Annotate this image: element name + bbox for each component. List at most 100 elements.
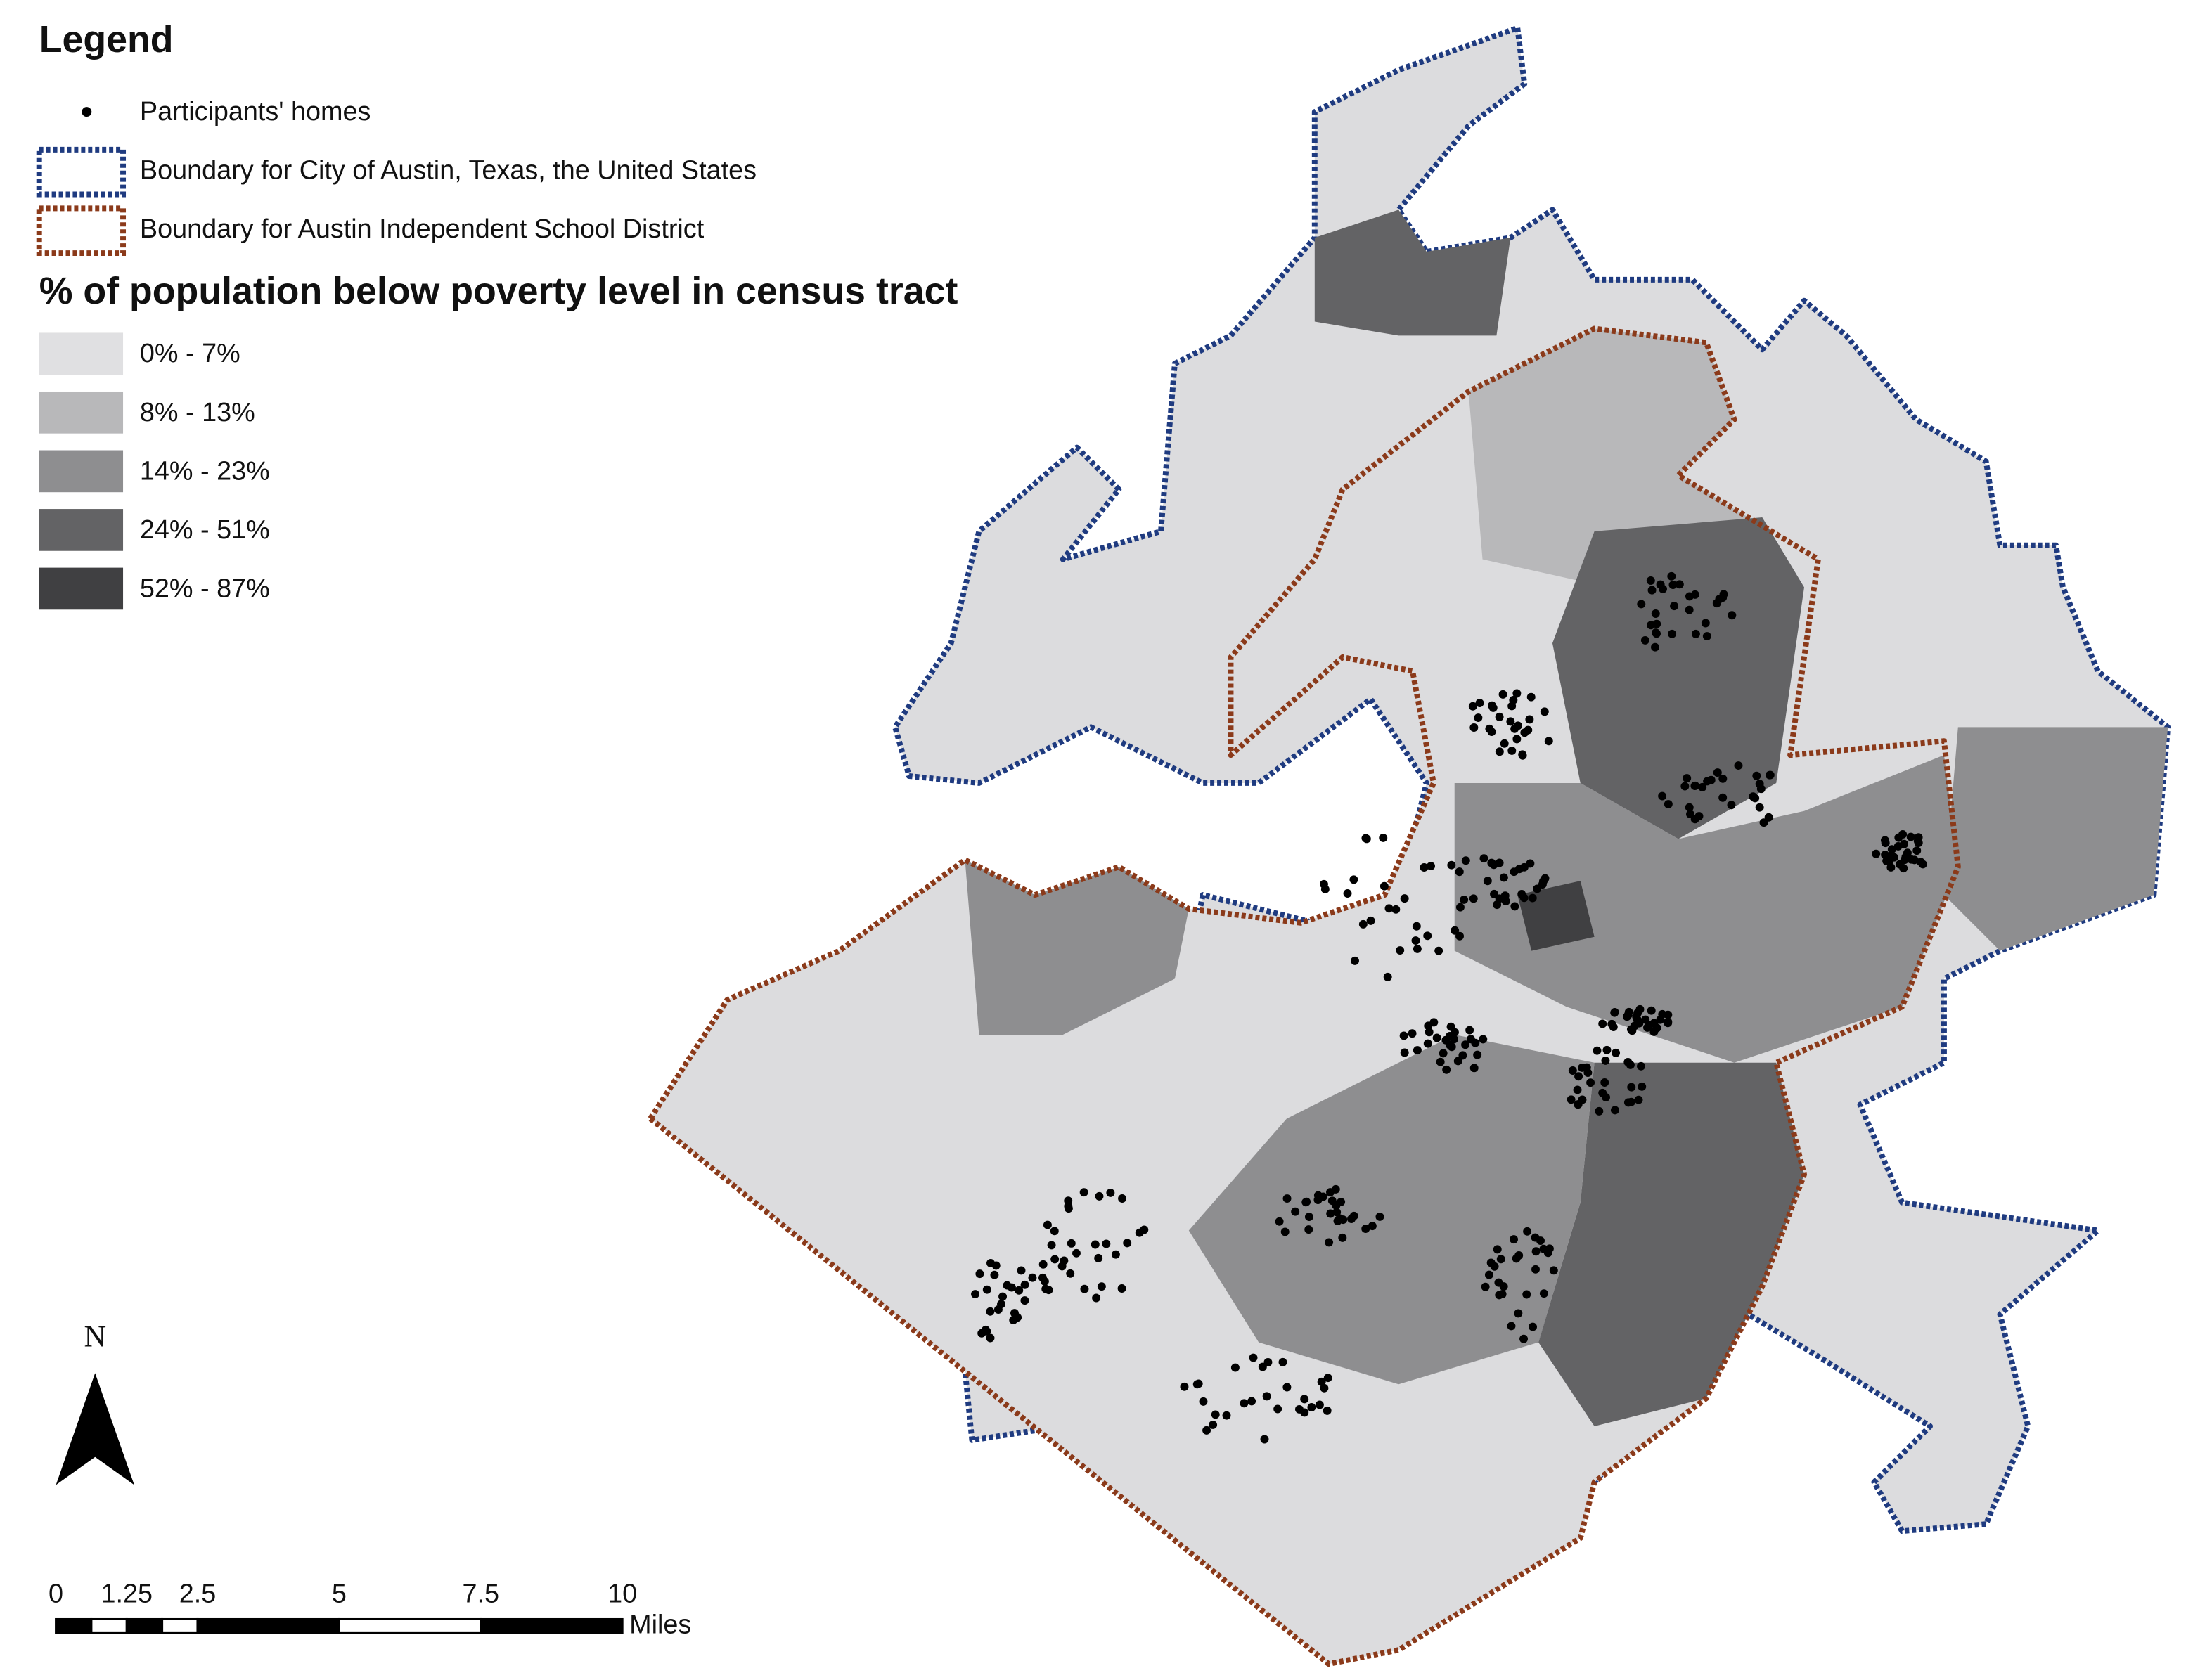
home-point <box>1209 1420 1218 1429</box>
home-point <box>1202 1426 1211 1435</box>
home-point <box>1574 1100 1583 1109</box>
home-point <box>1509 695 1518 704</box>
scale-segment <box>161 1617 199 1634</box>
home-point <box>1600 1078 1609 1087</box>
home-point <box>1400 894 1409 903</box>
legend-swatch <box>39 567 124 610</box>
tract-14-23 <box>1943 727 2168 951</box>
legend-label: 8% - 13% <box>140 398 255 427</box>
home-point <box>1479 854 1488 863</box>
legend-home-symbol <box>82 107 92 117</box>
home-point <box>1544 737 1553 746</box>
legend-swatch <box>39 509 124 551</box>
home-point <box>1488 703 1498 712</box>
home-point <box>1060 1256 1069 1265</box>
home-point <box>1638 1082 1647 1091</box>
home-point <box>1366 916 1375 925</box>
home-point <box>1010 1309 1019 1318</box>
home-point <box>1886 852 1895 861</box>
home-point <box>1541 874 1550 883</box>
home-point <box>1294 1404 1304 1414</box>
home-point <box>1469 1064 1479 1073</box>
home-point <box>1668 581 1678 590</box>
home-point <box>1307 1403 1316 1411</box>
home-point <box>1337 1197 1346 1206</box>
legend-label: 24% - 51% <box>140 515 270 545</box>
home-point <box>1894 833 1903 842</box>
home-point <box>1091 1240 1100 1249</box>
scale-label: 7.5 <box>463 1579 500 1609</box>
home-point <box>1487 728 1496 737</box>
home-point <box>1442 1065 1451 1074</box>
home-point <box>1483 877 1492 886</box>
home-point <box>1533 884 1542 893</box>
home-point <box>1640 635 1649 645</box>
home-point <box>982 1285 991 1294</box>
home-point <box>1453 1057 1462 1066</box>
home-point <box>1912 846 1922 855</box>
district-boundary <box>648 325 1961 1667</box>
home-point <box>1664 800 1673 808</box>
home-point <box>1304 1225 1313 1234</box>
home-point <box>1484 1270 1493 1279</box>
home-point <box>1020 1280 1029 1289</box>
home-point <box>998 1292 1008 1301</box>
home-point <box>1914 833 1923 842</box>
home-point <box>1656 1015 1665 1024</box>
scale-segment <box>480 1617 624 1634</box>
home-point <box>1240 1399 1249 1408</box>
home-point <box>1140 1225 1149 1234</box>
home-point <box>1436 1057 1445 1066</box>
home-point <box>1675 580 1684 589</box>
home-point <box>1275 1217 1284 1226</box>
home-point <box>1038 1273 1047 1282</box>
home-point <box>1117 1284 1126 1293</box>
home-point <box>1522 1290 1531 1299</box>
scale-segment <box>337 1617 482 1634</box>
home-point <box>1568 1066 1577 1075</box>
home-point <box>1102 1239 1111 1248</box>
home-point <box>1332 1208 1342 1217</box>
home-point <box>1475 699 1484 708</box>
home-point <box>1413 944 1422 953</box>
home-point <box>1627 1083 1636 1092</box>
home-point <box>1727 801 1736 810</box>
home-point <box>1539 1244 1548 1253</box>
home-point <box>1326 1209 1335 1218</box>
home-point <box>1050 1255 1060 1264</box>
home-point <box>1396 946 1405 955</box>
home-point <box>1593 1046 1602 1055</box>
home-point <box>1487 858 1496 867</box>
home-point <box>1647 1006 1656 1015</box>
home-point <box>1247 1397 1256 1406</box>
home-point <box>1451 926 1460 935</box>
home-point <box>1351 956 1359 965</box>
home-point <box>1333 1217 1342 1225</box>
home-point <box>1358 919 1368 929</box>
scale-label: 5 <box>332 1579 347 1609</box>
home-point <box>1531 1233 1540 1242</box>
home-point <box>1455 903 1465 912</box>
home-point <box>1003 1281 1012 1290</box>
home-point <box>1423 1039 1432 1048</box>
home-point <box>1626 1060 1635 1069</box>
home-point <box>1180 1382 1189 1391</box>
home-point <box>1304 1213 1313 1222</box>
home-point <box>1529 1322 1537 1331</box>
home-point <box>1507 1322 1516 1331</box>
home-point <box>1323 1406 1332 1415</box>
home-point <box>1368 1222 1377 1231</box>
home-point <box>1327 1196 1337 1206</box>
home-point <box>1375 1212 1384 1221</box>
legend-swatch <box>39 450 124 493</box>
home-point <box>1519 862 1529 872</box>
tract-14-23 <box>1454 755 1958 1063</box>
home-point <box>1680 782 1690 791</box>
home-point <box>1399 1031 1408 1040</box>
home-point <box>975 1269 984 1279</box>
home-point <box>1490 1262 1499 1271</box>
home-point <box>1300 1395 1309 1404</box>
home-point <box>1473 1050 1482 1059</box>
home-point <box>1050 1227 1059 1236</box>
